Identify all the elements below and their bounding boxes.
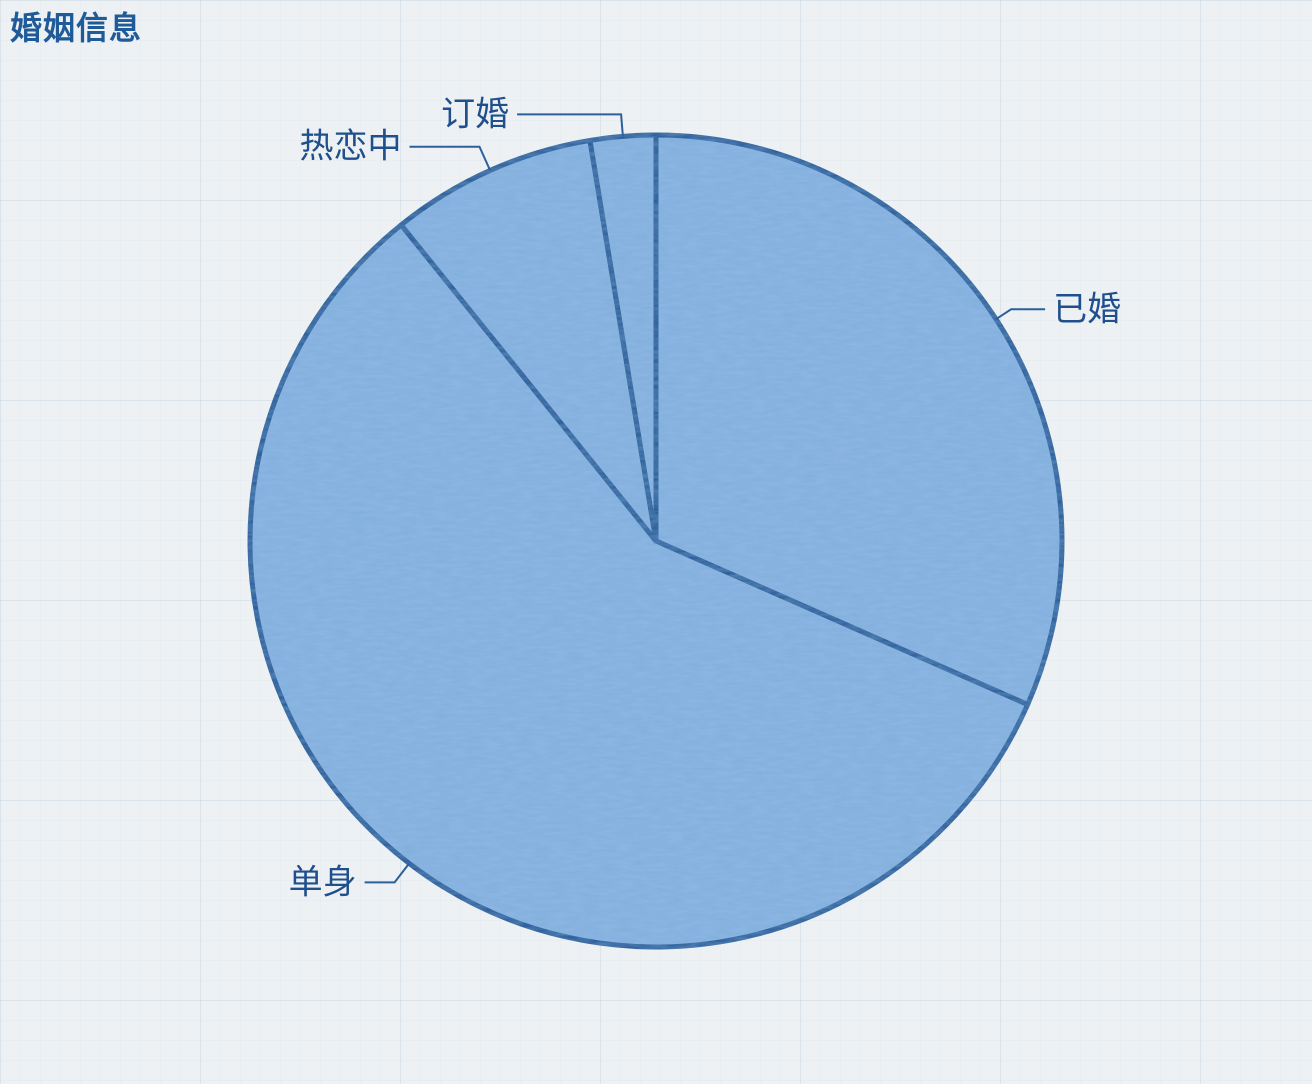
slice-label-2: 热恋中 — [300, 127, 402, 167]
leader-line-1 — [365, 863, 410, 882]
slice-label-3: 订婚 — [441, 94, 509, 134]
leader-line-2 — [410, 147, 491, 171]
leader-line-3 — [517, 114, 623, 136]
slice-label-0: 已婚 — [1053, 289, 1121, 329]
pie-slices — [250, 135, 1062, 947]
leader-line-0 — [996, 309, 1045, 319]
slice-label-1: 单身 — [289, 862, 357, 902]
